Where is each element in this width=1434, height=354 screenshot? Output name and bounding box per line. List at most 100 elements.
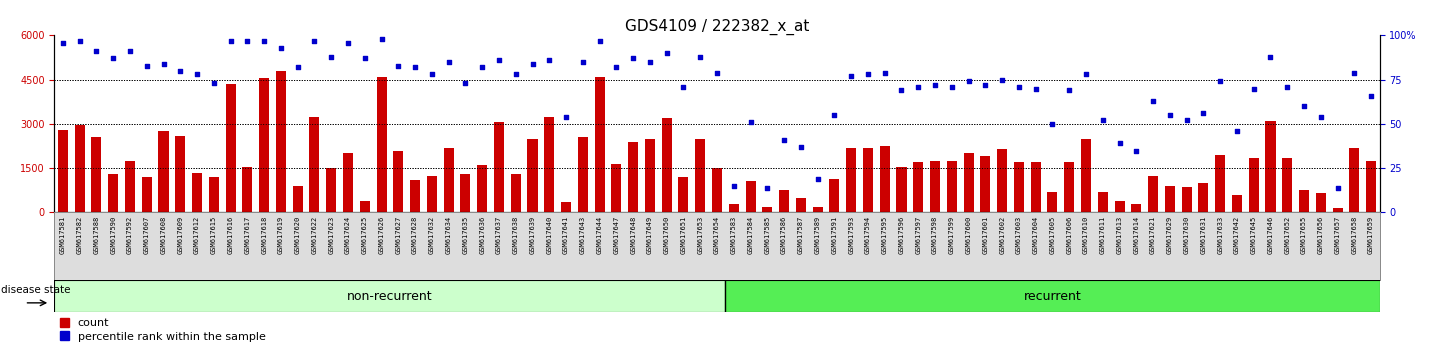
Text: GSM617589: GSM617589 [815,216,820,254]
Point [873,70,896,75]
Text: GSM617639: GSM617639 [529,216,535,254]
Bar [159,131,169,212]
Point [974,82,997,88]
Bar [1098,192,1108,212]
Point [723,183,746,189]
Bar [964,154,974,212]
Bar [1299,190,1309,212]
Point [1192,110,1215,116]
Point [270,45,293,51]
Text: GSM617644: GSM617644 [597,216,602,254]
Text: GSM617642: GSM617642 [1233,216,1240,254]
Point [1124,148,1147,153]
Point [571,59,594,65]
Text: GSM617592: GSM617592 [128,216,133,254]
Text: GSM617624: GSM617624 [346,216,351,254]
Text: GSM617620: GSM617620 [295,216,301,254]
Point [1276,84,1299,90]
Point [1326,185,1349,190]
Point [655,50,678,56]
Point [303,38,326,44]
Bar [108,174,118,212]
Text: GSM617601: GSM617601 [982,216,988,254]
Text: GSM617610: GSM617610 [1083,216,1088,254]
Point [956,79,979,84]
Point [773,137,796,143]
Text: GSM617605: GSM617605 [1050,216,1055,254]
Bar [260,78,270,212]
Bar [695,139,706,212]
Text: GSM617634: GSM617634 [446,216,452,254]
Point [538,57,561,63]
Point [152,61,175,67]
Point [1108,141,1131,146]
Text: GSM617623: GSM617623 [328,216,334,254]
Text: GSM617582: GSM617582 [76,216,83,254]
Text: GSM617655: GSM617655 [1301,216,1306,254]
Point [135,63,158,68]
Text: GSM617652: GSM617652 [1285,216,1291,254]
Point [1242,86,1265,91]
Point [320,54,343,59]
Text: GSM617613: GSM617613 [1117,216,1123,254]
Text: GSM617621: GSM617621 [1150,216,1156,254]
Text: disease state: disease state [1,285,70,295]
Text: GSM617600: GSM617600 [965,216,972,254]
Text: GSM617648: GSM617648 [630,216,637,254]
Text: recurrent: recurrent [1024,290,1081,303]
Bar [813,207,823,212]
Bar [443,148,453,212]
Bar [1349,148,1359,212]
Bar [578,137,588,212]
Text: GSM617651: GSM617651 [681,216,687,254]
Text: GSM617607: GSM617607 [143,216,149,254]
Bar [913,162,923,212]
Bar [1199,183,1209,212]
Text: GSM617643: GSM617643 [579,216,587,254]
Text: GSM617616: GSM617616 [228,216,234,254]
Bar [981,156,991,212]
Bar [142,177,152,212]
Bar [343,154,353,212]
Bar [931,161,941,212]
Text: GSM617658: GSM617658 [1351,216,1358,254]
Point [688,54,711,59]
Bar [678,177,688,212]
Bar [54,280,726,313]
Point [622,56,645,61]
Text: GSM617604: GSM617604 [1032,216,1038,254]
Bar [1265,121,1275,212]
Point [1209,79,1232,84]
Bar [1215,155,1225,212]
Point [403,64,426,70]
Bar [326,168,336,212]
Point [488,57,511,63]
Text: GSM617640: GSM617640 [546,216,552,254]
Bar [75,125,85,212]
Point [52,40,75,45]
Point [1259,54,1282,59]
Bar [1249,158,1259,212]
Text: GSM617614: GSM617614 [1133,216,1139,254]
Text: GSM617650: GSM617650 [664,216,670,254]
Point [806,176,829,182]
Bar [746,182,756,212]
Bar [863,148,873,212]
Text: GSM617617: GSM617617 [244,216,251,254]
Bar [728,204,739,212]
Point [185,72,208,77]
Point [1292,103,1315,109]
Point [1024,86,1047,91]
Text: GSM617635: GSM617635 [462,216,469,254]
Point [555,114,578,120]
Point [1008,84,1031,90]
Point [638,59,661,65]
Text: GSM617597: GSM617597 [915,216,921,254]
Bar [125,161,135,212]
Text: GSM617609: GSM617609 [178,216,184,254]
Text: GSM617654: GSM617654 [714,216,720,254]
Text: GSM617629: GSM617629 [1167,216,1173,254]
Text: GSM617627: GSM617627 [396,216,402,254]
Text: GSM617619: GSM617619 [278,216,284,254]
Text: GSM617591: GSM617591 [832,216,837,254]
